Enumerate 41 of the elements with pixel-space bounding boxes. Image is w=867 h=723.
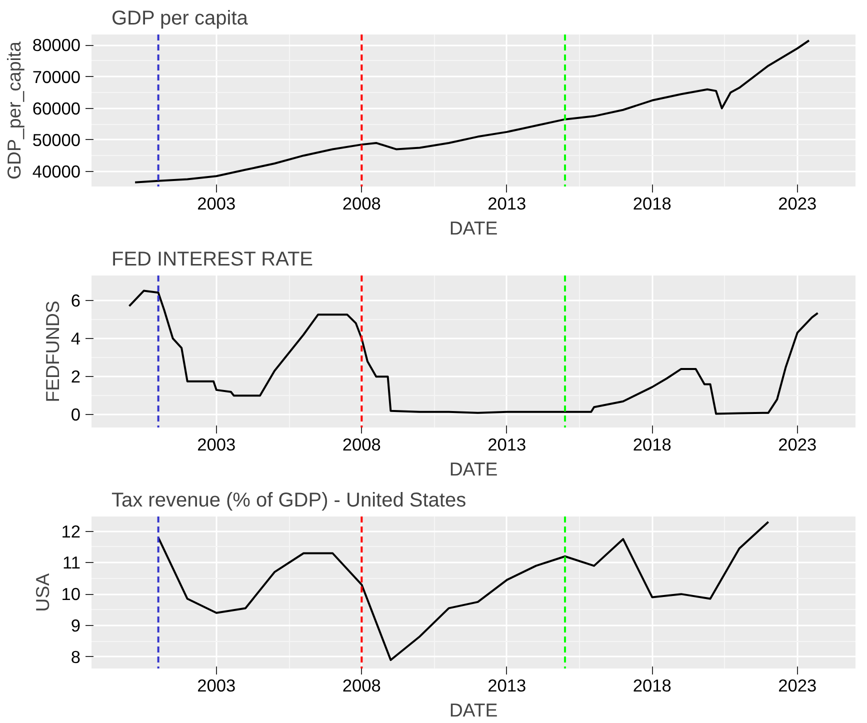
x-tick-label: 2018 (632, 676, 672, 696)
y-axis-title: FEDFUNDS (42, 300, 63, 402)
y-tick-label: 0 (70, 404, 81, 425)
x-tick-label: 2023 (778, 434, 817, 454)
chart-title: GDP per capita (112, 8, 249, 30)
y-tick-label: 60000 (32, 98, 80, 118)
x-tick-label: 2013 (488, 194, 526, 214)
x-tick-label: 2008 (342, 434, 381, 454)
chart-title: FED INTEREST RATE (112, 248, 314, 270)
y-tick-label: 8 (70, 646, 81, 667)
x-tick-label: 2013 (488, 676, 526, 696)
x-tick-label: 2023 (778, 676, 817, 696)
line-series (157, 520, 770, 662)
x-tick-label: 2008 (342, 194, 381, 214)
x-tick-label: 2018 (632, 434, 672, 454)
y-tick-label: 4 (70, 328, 81, 348)
y-tick-label: 50000 (32, 130, 80, 150)
line-series (134, 39, 810, 184)
x-tick-label: 2008 (342, 676, 381, 696)
line-series (128, 290, 819, 415)
x-tick-label: 2003 (197, 434, 236, 454)
x-axis-title: DATE (449, 218, 498, 238)
y-tick-label: 10 (61, 584, 81, 604)
x-tick-label: 2023 (778, 194, 817, 214)
y-tick-label: 9 (70, 615, 81, 636)
y-tick-label: 12 (61, 521, 81, 542)
y-axis-title: USA (32, 572, 54, 612)
x-tick-label: 2018 (632, 194, 672, 214)
x-tick-label: 2003 (197, 676, 236, 696)
y-tick-label: 6 (70, 290, 81, 310)
y-axis-title: GDP_per_capita (3, 40, 24, 180)
x-tick-label: 2003 (197, 194, 236, 214)
x-axis-title: DATE (449, 458, 498, 480)
y-tick-label: 70000 (32, 66, 80, 87)
y-tick-label: 11 (62, 552, 81, 573)
y-tick-label: 80000 (32, 35, 80, 56)
y-tick-label: 40000 (32, 161, 80, 182)
x-axis-title: DATE (449, 700, 498, 720)
x-tick-label: 2013 (488, 434, 526, 454)
chart-title: Tax revenue (% of GDP) - United States (112, 490, 466, 512)
y-tick-label: 2 (70, 366, 81, 387)
